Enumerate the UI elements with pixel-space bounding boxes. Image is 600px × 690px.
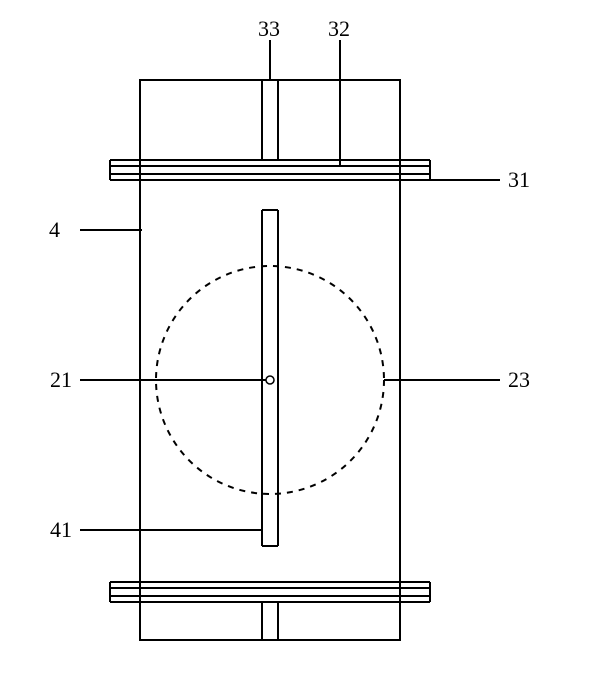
center-dot-21: [266, 376, 274, 384]
label-41: 41: [50, 517, 72, 542]
label-21: 21: [50, 367, 72, 392]
frame-4: [140, 80, 400, 640]
label-33: 33: [258, 16, 280, 41]
label-4: 4: [49, 217, 60, 242]
label-31: 31: [508, 167, 530, 192]
label-32: 32: [328, 16, 350, 41]
label-23: 23: [508, 367, 530, 392]
